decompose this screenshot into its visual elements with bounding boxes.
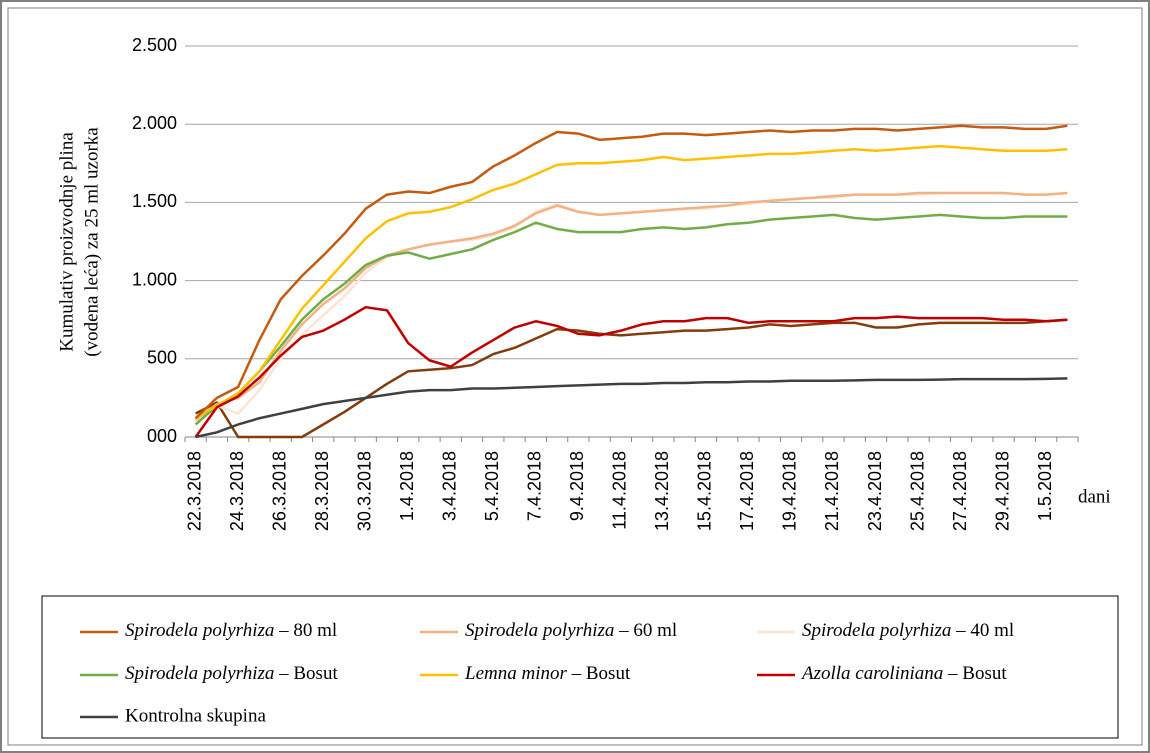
series-line: [195, 318, 1068, 439]
series-line: [194, 124, 1068, 420]
y-tick-label: 2.000: [132, 113, 177, 133]
y-tick-label: 1.000: [132, 269, 177, 289]
x-tick-label: 9.4.2018: [567, 451, 587, 521]
x-tick-label: 1.4.2018: [397, 451, 417, 521]
series-line: [194, 191, 1068, 421]
legend-label: Spirodela polyrhiza – 40 ml: [802, 620, 1014, 641]
legend-label: Lemna minor – Bosut: [464, 663, 631, 684]
x-tick-label: 3.4.2018: [440, 451, 460, 521]
legend-label: Azolla caroliniana – Bosut: [800, 663, 1007, 684]
y-tick-label: 500: [147, 348, 177, 368]
y-axis-label: Kumulativ proizvodnje plina: [56, 132, 77, 352]
x-tick-label: 30.3.2018: [354, 451, 374, 531]
x-tick-label: 25.4.2018: [907, 451, 927, 531]
x-tick-label: 21.4.2018: [822, 451, 842, 531]
x-tick-label: 29.4.2018: [992, 451, 1012, 531]
y-axis-label: (vodena leća) za 25 ml uzorka: [81, 127, 102, 357]
x-tick-label: 26.3.2018: [269, 451, 289, 531]
x-tick-label: 13.4.2018: [652, 451, 672, 531]
x-tick-label: 17.4.2018: [737, 451, 757, 531]
series-line: [194, 144, 1068, 420]
series-line: [194, 213, 1068, 426]
y-tick-label: 2.500: [132, 35, 177, 55]
x-tick-label: 19.4.2018: [780, 451, 800, 531]
legend-label: Spirodela polyrhiza – Bosut: [125, 663, 338, 684]
series-line: [194, 305, 1068, 438]
inner-frame: [7, 7, 1143, 746]
x-axis-label: dani: [1078, 486, 1111, 507]
y-tick-label: 000: [147, 426, 177, 446]
x-tick-label: 23.4.2018: [865, 451, 885, 531]
x-tick-label: 15.4.2018: [695, 451, 715, 531]
legend-label: Spirodela polyrhiza – 80 ml: [125, 620, 337, 641]
legend-box: [41, 595, 1119, 739]
x-tick-label: 11.4.2018: [610, 451, 630, 530]
x-tick-label: 28.3.2018: [312, 451, 332, 531]
x-tick-label: 22.3.2018: [184, 451, 204, 531]
y-tick-label: 1.500: [132, 191, 177, 211]
legend-label: Spirodela polyrhiza – 60 ml: [465, 620, 677, 641]
x-tick-label: 27.4.2018: [950, 451, 970, 531]
legend-label: Kontrolna skupina: [125, 705, 266, 726]
x-tick-label: 5.4.2018: [482, 451, 502, 521]
x-tick-label: 24.3.2018: [227, 451, 247, 531]
x-tick-label: 1.5.2018: [1035, 451, 1055, 521]
x-tick-label: 7.4.2018: [525, 451, 545, 521]
series-line: [195, 377, 1068, 439]
